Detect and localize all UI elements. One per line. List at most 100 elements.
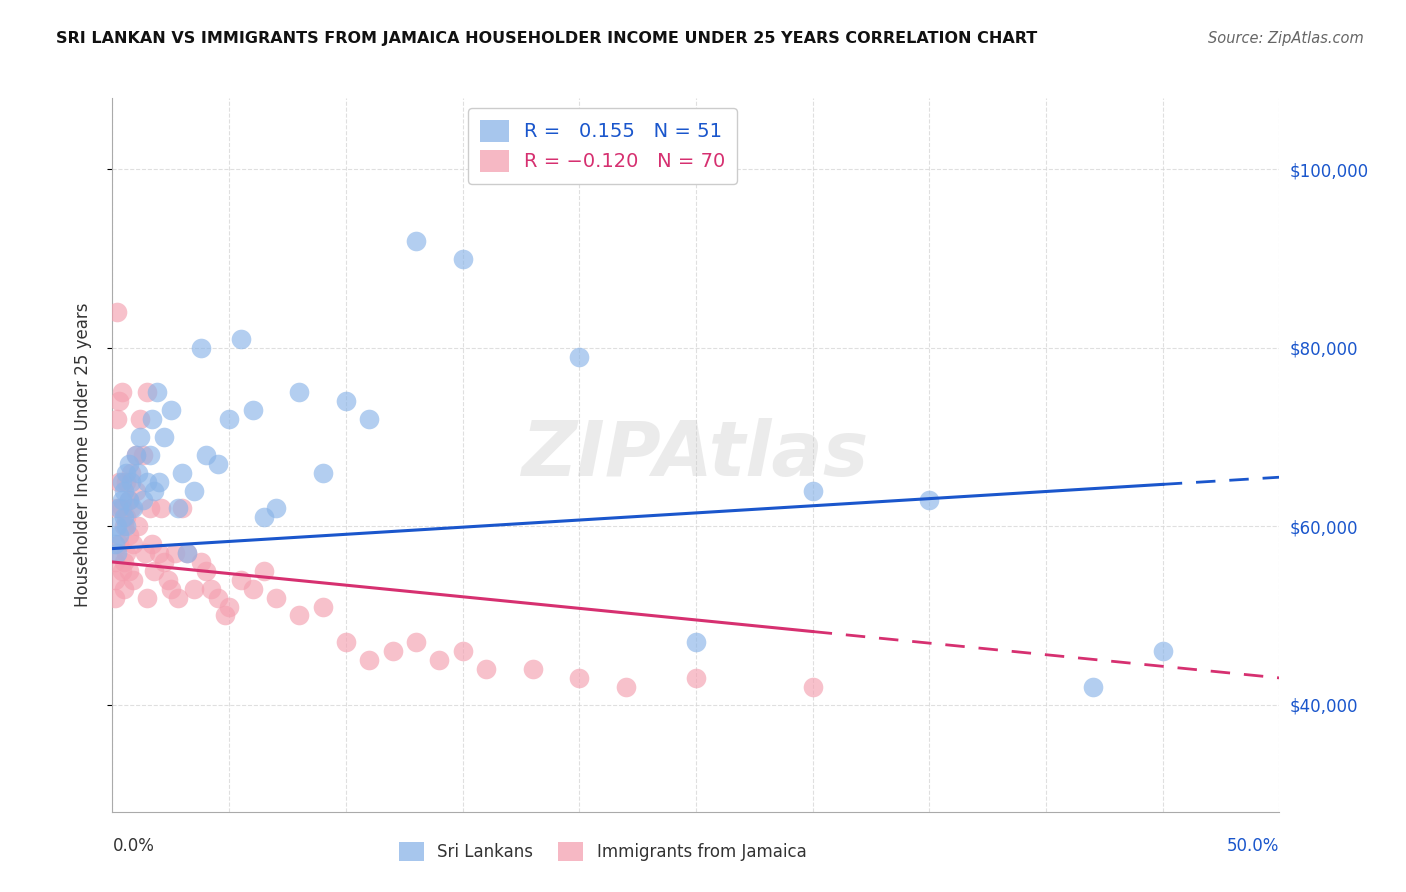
Point <box>115 475 138 489</box>
Point <box>166 591 188 605</box>
Point <box>105 546 128 560</box>
Point <box>359 412 381 426</box>
Point <box>132 492 155 507</box>
Point <box>111 492 134 507</box>
Point <box>120 466 142 480</box>
Point <box>118 457 141 471</box>
Point <box>115 466 138 480</box>
Point <box>176 546 198 560</box>
Point <box>118 492 141 507</box>
Point <box>214 608 236 623</box>
Text: 0.0%: 0.0% <box>112 837 155 855</box>
Point <box>335 394 357 409</box>
Point <box>153 430 176 444</box>
Point <box>451 252 474 266</box>
Point <box>112 483 135 498</box>
Point <box>242 403 264 417</box>
Point <box>207 457 229 471</box>
Legend: Sri Lankans, Immigrants from Jamaica: Sri Lankans, Immigrants from Jamaica <box>392 835 813 868</box>
Point <box>108 528 131 542</box>
Point <box>108 537 131 551</box>
Point <box>311 466 333 480</box>
Point <box>112 510 135 524</box>
Point <box>108 394 131 409</box>
Point <box>108 501 131 516</box>
Point <box>288 385 311 400</box>
Point <box>1152 644 1174 658</box>
Point <box>229 573 252 587</box>
Point <box>166 501 188 516</box>
Point <box>136 385 159 400</box>
Point <box>335 635 357 649</box>
Text: SRI LANKAN VS IMMIGRANTS FROM JAMAICA HOUSEHOLDER INCOME UNDER 25 YEARS CORRELAT: SRI LANKAN VS IMMIGRANTS FROM JAMAICA HO… <box>56 31 1038 46</box>
Point <box>475 662 498 676</box>
Point <box>264 501 287 516</box>
Point <box>139 448 162 462</box>
Point <box>207 591 229 605</box>
Point <box>685 635 707 649</box>
Point <box>111 475 134 489</box>
Point <box>118 564 141 578</box>
Point <box>125 448 148 462</box>
Point <box>143 564 166 578</box>
Point <box>111 501 134 516</box>
Point <box>125 483 148 498</box>
Point <box>132 448 155 462</box>
Point <box>200 582 222 596</box>
Point <box>104 591 127 605</box>
Point <box>141 412 163 426</box>
Point <box>122 573 145 587</box>
Point <box>568 671 591 685</box>
Point <box>118 528 141 542</box>
Point <box>127 466 149 480</box>
Y-axis label: Householder Income Under 25 years: Householder Income Under 25 years <box>73 302 91 607</box>
Point <box>183 582 205 596</box>
Point <box>115 519 138 533</box>
Point <box>218 412 240 426</box>
Point <box>165 546 187 560</box>
Point <box>120 475 142 489</box>
Point <box>405 635 427 649</box>
Point <box>359 653 381 667</box>
Point <box>1081 680 1104 694</box>
Point <box>122 537 145 551</box>
Point <box>918 492 941 507</box>
Point <box>125 448 148 462</box>
Point <box>172 501 194 516</box>
Point <box>112 555 135 569</box>
Point <box>118 492 141 507</box>
Point <box>381 644 404 658</box>
Point <box>194 448 217 462</box>
Point <box>218 599 240 614</box>
Text: 50.0%: 50.0% <box>1227 837 1279 855</box>
Point <box>122 501 145 516</box>
Point <box>105 519 128 533</box>
Text: Source: ZipAtlas.com: Source: ZipAtlas.com <box>1208 31 1364 46</box>
Point <box>136 591 159 605</box>
Point <box>115 546 138 560</box>
Point <box>115 510 138 524</box>
Point <box>146 385 169 400</box>
Point <box>111 385 134 400</box>
Text: ZIPAtlas: ZIPAtlas <box>522 418 870 491</box>
Point <box>242 582 264 596</box>
Point <box>160 403 183 417</box>
Point <box>172 466 194 480</box>
Point <box>190 341 212 355</box>
Point <box>194 564 217 578</box>
Point <box>112 582 135 596</box>
Point <box>451 644 474 658</box>
Point <box>153 555 176 569</box>
Point <box>143 483 166 498</box>
Point <box>150 501 173 516</box>
Point <box>148 475 170 489</box>
Point <box>427 653 450 667</box>
Point <box>105 305 128 319</box>
Point <box>288 608 311 623</box>
Point <box>311 599 333 614</box>
Point <box>112 519 135 533</box>
Point <box>801 483 824 498</box>
Point <box>229 332 252 346</box>
Point <box>136 475 159 489</box>
Point <box>111 564 134 578</box>
